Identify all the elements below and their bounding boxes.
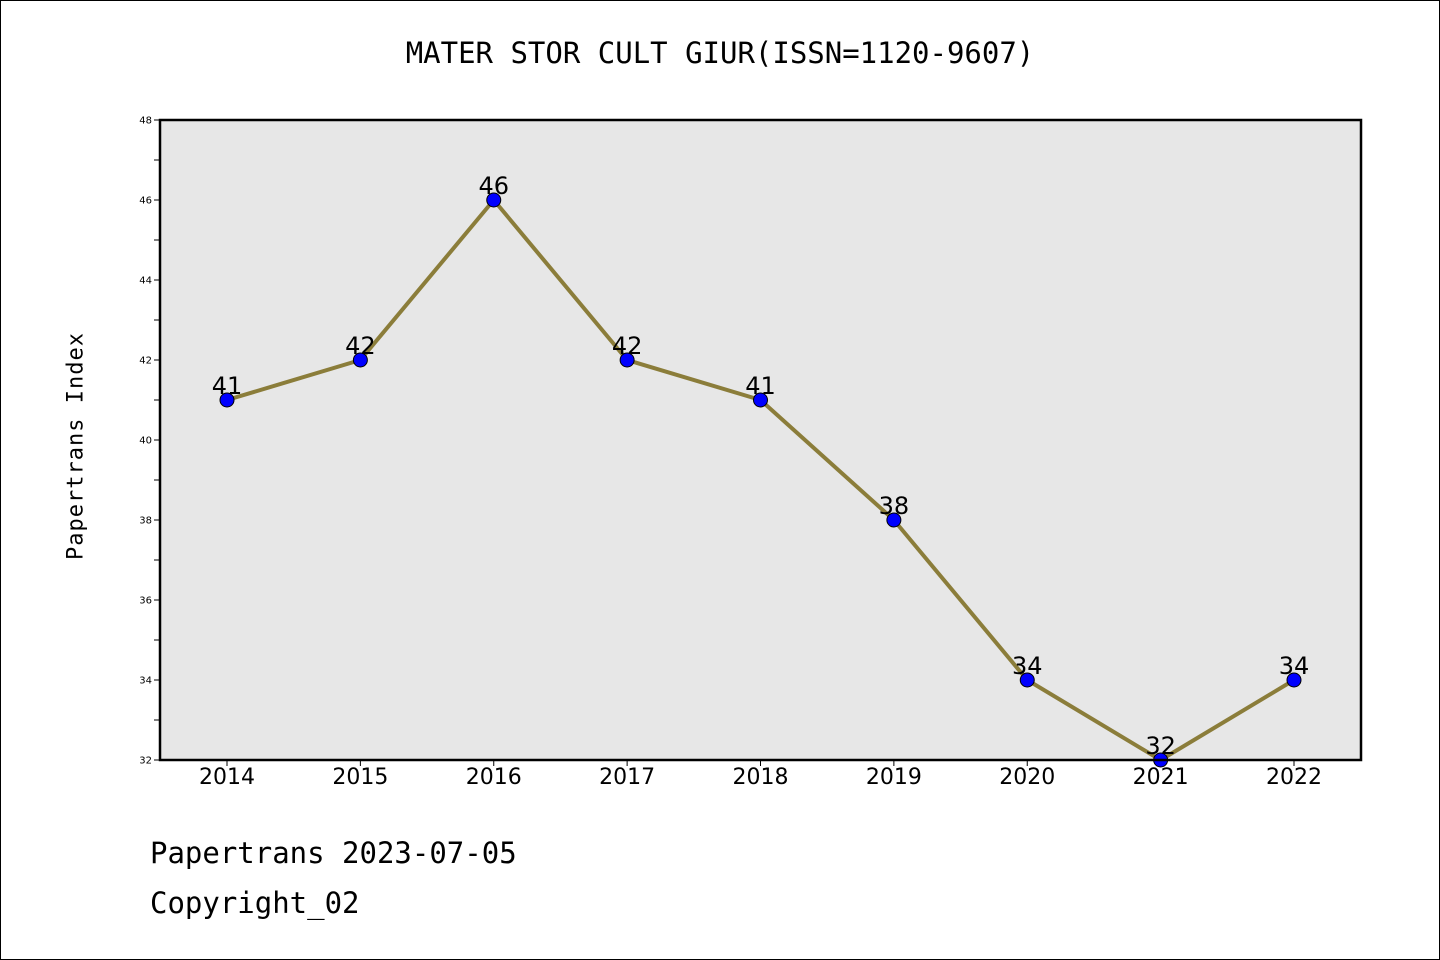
data-label: 38 [879,492,910,520]
y-axis: 32 34 36 38 40 42 44 46 48 [139,116,160,767]
footer-copyright: Copyright_02 [150,886,360,920]
data-point [619,352,635,368]
x-tick-label: 2021 [1133,765,1189,790]
x-tick-label: 2017 [599,765,655,790]
x-tick-label: 2019 [866,765,922,790]
data-label: 34 [1012,652,1043,680]
data-label: 32 [1145,732,1176,760]
plot-border [158,118,1363,762]
y-tick-label: 42 [139,356,152,367]
y-tick-label: 34 [139,676,152,687]
x-tick-label: 2022 [1266,765,1322,790]
y-tick-label: 48 [139,116,152,127]
footer-date: Papertrans 2023-07-05 [150,836,517,870]
data-point [1019,672,1035,688]
y-tick-label: 36 [139,596,152,607]
data-point [486,192,502,208]
data-label: 41 [212,372,243,400]
data-point [1286,672,1302,688]
x-tick-label: 2015 [332,765,388,790]
data-point [753,392,768,408]
y-tick-label: 44 [139,276,152,287]
chart-title: MATER STOR CULT GIUR(ISSN=1120-9607) [405,36,1035,70]
x-tick-label: 2014 [199,765,255,790]
data-label: 34 [1279,652,1310,680]
y-tick-label: 38 [139,516,152,527]
y-tick-label: 32 [139,756,152,767]
x-tick-label: 2016 [466,765,522,790]
data-point [219,392,235,408]
data-labels: 41 42 46 42 41 38 34 32 34 [212,172,1310,760]
x-tick-label: 2018 [733,765,789,790]
data-label: 42 [345,332,376,360]
x-axis: 2014 2015 2016 2017 2018 2019 2020 2021 2022 [199,760,1322,790]
x-tick-label: 2020 [999,765,1055,790]
data-label: 41 [745,372,776,400]
data-point [352,352,368,368]
data-point [886,512,902,528]
y-tick-label: 40 [139,436,152,447]
data-label: 46 [478,172,509,200]
plot-area [160,120,1361,760]
data-label: 42 [612,332,643,360]
y-tick-label: 46 [139,196,152,207]
series-markers [219,192,1302,768]
